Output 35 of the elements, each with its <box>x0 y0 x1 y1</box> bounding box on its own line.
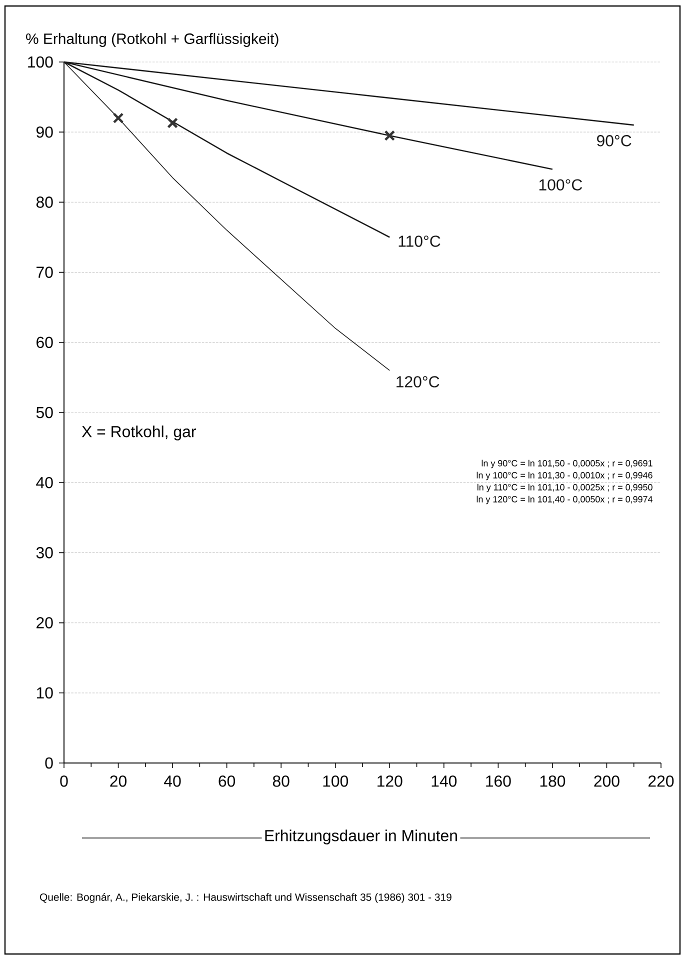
x-tick-label: 220 <box>648 776 674 787</box>
x-tick-label: 20 <box>110 776 127 787</box>
x-tick-label: 200 <box>594 776 620 787</box>
y-tick-label: 100 <box>28 56 53 68</box>
chart-title: % Erhaltung (Rotkohl + Garflüssigkeit) <box>26 33 278 47</box>
y-tick-label: 40 <box>36 476 53 488</box>
x-tick-label: 140 <box>432 776 457 787</box>
annotation: ln y 110°C = ln 101,10 - 0,0025x ; r = 0,9950 <box>478 484 652 492</box>
y-tick-label: 50 <box>36 406 53 418</box>
y-tick-label: 20 <box>36 617 53 628</box>
x-tick-label: 60 <box>218 776 236 787</box>
y-tick-label: 90 <box>36 126 53 138</box>
y-tick-label: 60 <box>36 336 53 348</box>
y-tick-label: 80 <box>36 196 53 208</box>
annotation: ln y 90°C = ln 101,50 - 0,0005x ; r = 0,9691 <box>482 460 652 468</box>
y-tick-label: 30 <box>36 547 53 558</box>
series-label: 120°C <box>396 376 440 388</box>
x-tick-label: 0 <box>60 776 68 787</box>
series-label: 110°C <box>398 236 440 247</box>
x-tick-label: 100 <box>323 776 348 787</box>
y-tick-label: 70 <box>36 266 53 278</box>
y-tick-label: 0 <box>45 757 53 769</box>
x-tick-label: 180 <box>540 776 566 787</box>
annotation: X = Rotkohl, gar <box>82 426 196 440</box>
annotation: ln y 100°C = ln 101,30 - 0,0010x ; r = 0,9946 <box>476 472 652 480</box>
annotation: ln y 120°C = ln 101,40 - 0,0050x ; r = 0,9974 <box>476 496 652 504</box>
x-tick-label: 120 <box>378 776 402 787</box>
series-label: 100°C <box>539 179 582 190</box>
y-tick-label: 10 <box>36 687 53 699</box>
x-tick-label: 160 <box>486 776 511 787</box>
x-axis-title: Erhitzungsdauer in Minuten <box>265 830 457 844</box>
x-tick-label: 80 <box>272 776 290 787</box>
source-note: Quelle: Bognár, A., Piekarskie, J. : Hauswirtschaft und Wissenschaft 35 (1986) 301 - 319 <box>40 893 452 903</box>
x-tick-label: 40 <box>164 776 181 787</box>
series-label: 90°C <box>597 135 632 146</box>
